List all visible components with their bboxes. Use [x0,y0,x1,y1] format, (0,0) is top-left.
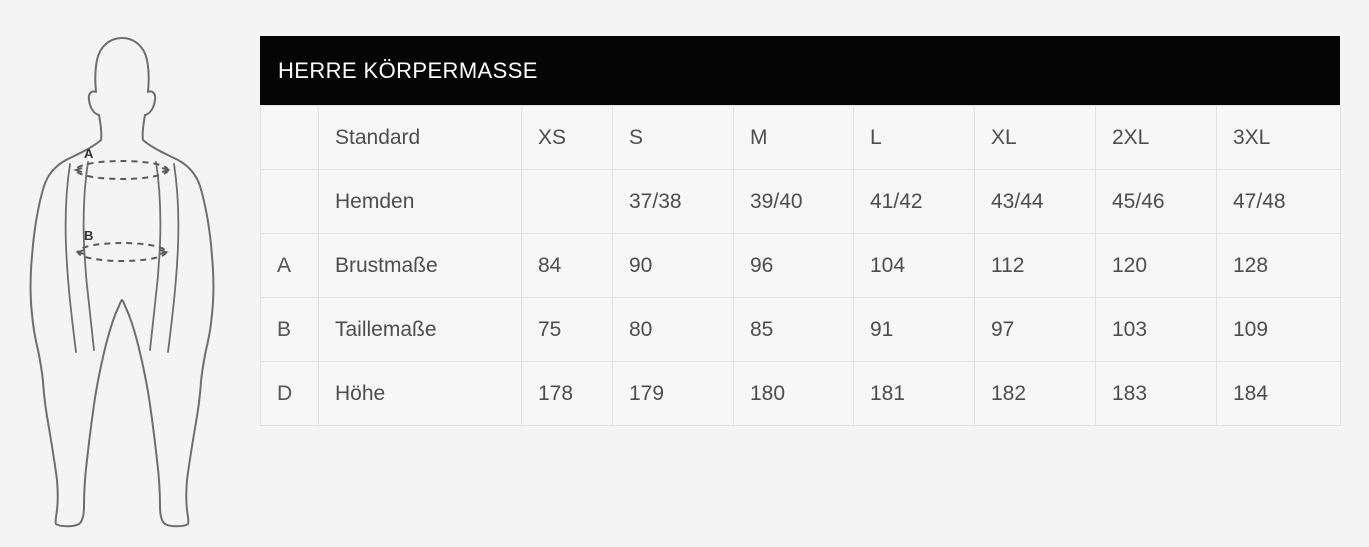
cell-2xl: 2XL [1095,105,1217,170]
cell-xs: 178 [521,361,613,426]
arm-separation-lines [64,163,180,353]
cell-s: 90 [612,233,734,298]
chest-measure-arrow-left [73,167,83,173]
body-outline-path [29,37,215,528]
male-body-outline-figure: A B [29,37,215,528]
row-label: Brustmaße [318,233,522,298]
row-code [260,105,319,170]
row-code [260,169,319,234]
row-code: D [260,361,319,426]
cell-xl: 112 [974,233,1096,298]
torso-side-contours [82,161,162,351]
cell-s: 37/38 [612,169,734,234]
waist-measure-arrow-left [75,249,85,255]
cell-s: 179 [612,361,734,426]
cell-l: L [853,105,975,170]
cell-l: 91 [853,297,975,362]
cell-m: 39/40 [733,169,854,234]
row-label: Standard [318,105,522,170]
cell-3xl: 128 [1216,233,1341,298]
cell-2xl: 120 [1095,233,1217,298]
measurement-marker-b: B [75,228,169,262]
cell-2xl: 183 [1095,361,1217,426]
cell-3xl: 3XL [1216,105,1341,170]
table-row: D Höhe 178 179 180 181 182 183 184 [260,361,1341,426]
size-table: Standard XS S M L XL 2XL 3XL Hemden 37/3… [260,105,1341,426]
chest-measure-ellipse [75,160,169,180]
cell-3xl: 184 [1216,361,1341,426]
measurement-label-a: A [84,146,94,161]
chest-measure-arrow-right [161,167,171,173]
size-table-container: HERRE KÖRPERMASSE Standard XS [260,36,1341,426]
cell-xl: 43/44 [974,169,1096,234]
table-row: B Taillemaße 75 80 85 91 97 103 109 [260,297,1341,362]
waist-measure-ellipse [77,242,167,262]
table-row: Standard XS S M L XL 2XL 3XL [260,105,1341,170]
body-figure-panel: A B [0,0,250,547]
cell-xs: XS [521,105,613,170]
cell-m: 85 [733,297,854,362]
cell-l: 181 [853,361,975,426]
row-code: B [260,297,319,362]
table-row: Hemden 37/38 39/40 41/42 43/44 45/46 47/… [260,169,1341,234]
cell-l: 104 [853,233,975,298]
row-label: Hemden [318,169,522,234]
cell-s: 80 [612,297,734,362]
cell-2xl: 45/46 [1095,169,1217,234]
row-label: Taillemaße [318,297,522,362]
page-title: HERRE KÖRPERMASSE [278,57,538,83]
cell-xl: 182 [974,361,1096,426]
waist-measure-arrow-right [159,249,169,255]
cell-3xl: 47/48 [1216,169,1341,234]
cell-xs: 75 [521,297,613,362]
cell-s: S [612,105,734,170]
measurement-marker-a: A [73,146,171,180]
cell-3xl: 109 [1216,297,1341,362]
cell-2xl: 103 [1095,297,1217,362]
measurement-label-b: B [84,228,93,243]
cell-xl: XL [974,105,1096,170]
table-row: A Brustmaße 84 90 96 104 112 120 128 [260,233,1341,298]
table-title-bar: HERRE KÖRPERMASSE [260,36,1340,105]
cell-xl: 97 [974,297,1096,362]
row-label: Höhe [318,361,522,426]
cell-l: 41/42 [853,169,975,234]
cell-m: 180 [733,361,854,426]
cell-xs: 84 [521,233,613,298]
cell-xs [521,169,613,234]
row-code: A [260,233,319,298]
cell-m: M [733,105,854,170]
cell-m: 96 [733,233,854,298]
